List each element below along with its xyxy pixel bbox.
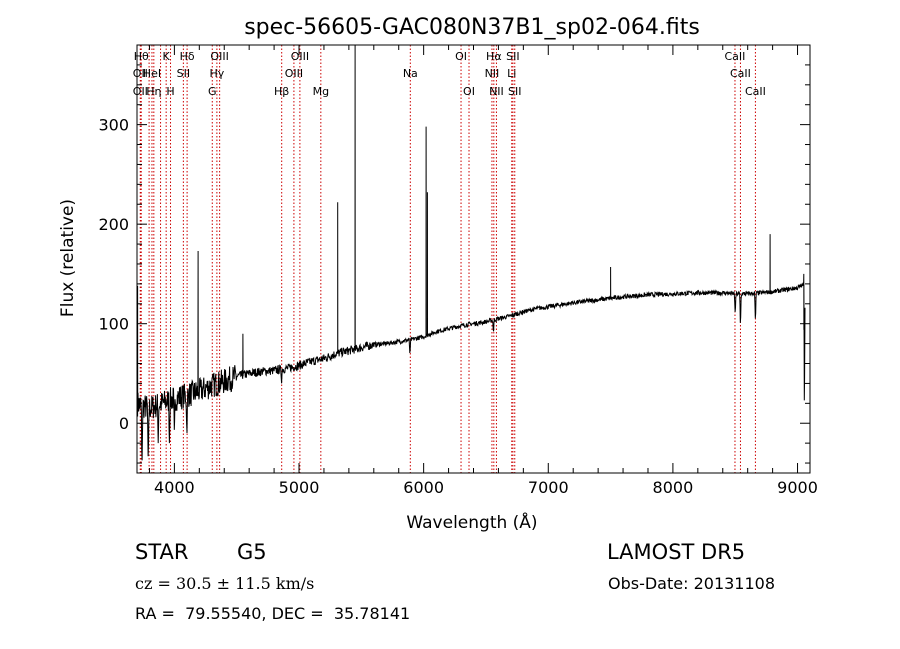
line-label: CaII — [730, 67, 751, 80]
line-label: NII — [485, 67, 500, 80]
x-tick-label: 8000 — [653, 478, 694, 497]
x-tick-label: 5000 — [279, 478, 320, 497]
line-label: Mg — [313, 85, 329, 98]
observation-date: Obs-Date: 20131108 — [608, 574, 776, 593]
line-label: NII — [489, 85, 504, 98]
x-tick-label: 6000 — [403, 478, 444, 497]
x-tick-label: 4000 — [154, 478, 195, 497]
x-tick-label: 7000 — [528, 478, 569, 497]
line-label: Li — [507, 67, 516, 80]
line-label: SII — [506, 50, 519, 63]
line-label: Hδ — [180, 50, 195, 63]
y-tick-label: 100 — [98, 315, 129, 334]
line-label: K — [163, 50, 171, 63]
x-axis-label: Wavelength (Å) — [406, 511, 537, 533]
plot-area: 4000 5000 6000 7000 8000 9000 0 100 200 300 Hθ OII O… — [98, 44, 818, 497]
line-label: G — [208, 85, 217, 98]
line-label: SII — [177, 67, 190, 80]
coordinates: RA = 79.55540, DEC = 35.78141 — [135, 604, 411, 623]
line-label: OIII — [291, 50, 309, 63]
chart-title: spec-56605-GAC080N37B1_sp02-064.fits — [244, 15, 700, 40]
line-label: H — [166, 85, 174, 98]
object-class: STAR — [135, 540, 189, 564]
y-tick-label: 0 — [119, 414, 129, 433]
y-tick-label: 300 — [98, 116, 129, 135]
line-label: SII — [508, 85, 521, 98]
line-label: OI — [455, 50, 467, 63]
line-label: Hγ — [209, 67, 224, 80]
line-label: OIII — [285, 67, 303, 80]
y-tick-label: 200 — [98, 215, 129, 234]
line-label: CaII — [725, 50, 746, 63]
line-label: HeI — [143, 67, 161, 80]
line-label: Na — [403, 67, 418, 80]
y-axis-label: Flux (relative) — [58, 199, 78, 317]
plot-frame — [136, 44, 811, 474]
line-label: Hθ — [134, 50, 149, 63]
object-subclass: G5 — [237, 540, 267, 564]
spectrum-line — [137, 44, 806, 461]
x-tick-label: 9000 — [777, 478, 818, 497]
line-label: Hα — [486, 50, 502, 63]
line-label: Hβ — [274, 85, 289, 98]
line-label: OII — [133, 67, 148, 80]
line-label: OII — [133, 85, 148, 98]
line-label: OIII — [210, 50, 228, 63]
line-label: OI — [463, 85, 475, 98]
radial-velocity: cz = 30.5 ± 11.5 km/s — [135, 574, 315, 593]
line-label: Hη — [146, 85, 161, 98]
survey-label: LAMOST DR5 — [607, 540, 746, 564]
line-label: CaII — [745, 85, 766, 98]
